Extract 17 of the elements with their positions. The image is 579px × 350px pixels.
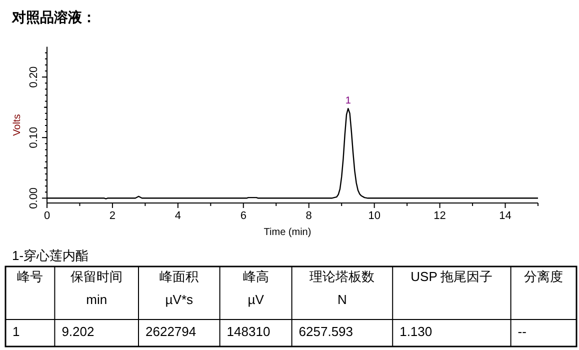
y-tick-label: 0.10 bbox=[28, 126, 40, 148]
y-tick-label: 0.00 bbox=[28, 187, 40, 209]
x-tick-label: 14 bbox=[499, 210, 512, 222]
x-tick-label: 0 bbox=[44, 210, 50, 222]
x-tick-label: 8 bbox=[306, 210, 312, 222]
x-tick-label: 10 bbox=[368, 210, 380, 222]
y-axis-title: Volts bbox=[12, 114, 23, 136]
table: 峰号 保留时间 峰面积 峰高 理论塔板数 USP 拖尾因子 分离度 min µV*s µV N 1 9.202 2622794 148310 6257.593 1.130 -- bbox=[4, 266, 578, 348]
x-tick-label: 12 bbox=[434, 210, 446, 222]
chart-title: 对照品溶液： bbox=[11, 9, 96, 25]
x-tick-label: 2 bbox=[109, 210, 116, 222]
x-tick-label: 6 bbox=[240, 210, 246, 222]
text: 1-穿心莲内酯 bbox=[12, 248, 89, 263]
x-axis-title: Time (min) bbox=[264, 227, 312, 238]
y-tick-label: 0.20 bbox=[28, 66, 40, 88]
x-tick-label: 4 bbox=[174, 210, 181, 222]
annotation: 1 bbox=[345, 96, 352, 107]
